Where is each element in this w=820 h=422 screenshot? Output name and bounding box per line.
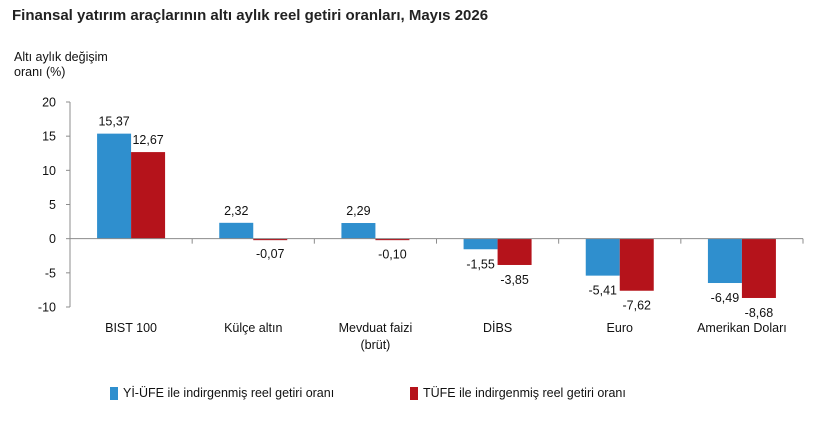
y-tick-label: 0 [49,232,56,246]
legend-item-yi-ufe: Yİ-ÜFE ile indirgenmiş reel getiri oranı [110,386,334,400]
legend-label-tufe: TÜFE ile indirgenmiş reel getiri oranı [423,386,626,400]
bar-tufe [253,238,288,241]
y-tick-label: 15 [42,130,56,144]
x-tick-label: Mevduat faizi [339,321,413,335]
data-label: -8,68 [745,306,774,320]
data-label: 12,67 [132,133,163,147]
x-tick-label: Euro [607,321,633,335]
x-tick-label: Amerikan Doları [697,321,787,335]
x-tick-label: DİBS [483,321,512,335]
chart-title: Finansal yatırım araçlarının altı aylık … [12,7,489,24]
bar-tufe [131,152,166,239]
bar-yi-ufe [219,222,254,239]
y-axis-label-line-1: Altı aylık değişim [14,50,108,64]
bar-tufe [497,238,532,265]
y-tick-label: -10 [38,301,56,315]
data-label: -0,07 [256,247,285,261]
y-tick-label: -5 [45,266,56,280]
y-tick-label: 10 [42,164,56,178]
data-label: 15,37 [98,115,129,129]
y-axis-label: Altı aylık değişim oranı (%) [14,50,134,80]
y-tick-label: 20 [42,96,56,110]
legend-label-yi-ufe: Yİ-ÜFE ile indirgenmiş reel getiri oranı [123,386,335,400]
data-label: -0,10 [378,247,407,261]
bar-tufe [741,238,776,298]
bar-tufe [375,238,410,241]
bar-yi-ufe [463,238,498,250]
legend-swatch-tufe [410,386,418,400]
data-label: -3,85 [500,273,529,287]
y-tick-label: 5 [49,198,56,212]
data-label: 2,29 [346,204,370,218]
data-label: -7,62 [623,299,652,313]
x-tick-label: Külçe altın [224,321,282,335]
x-tick-label: (brüt) [360,338,390,352]
bar-yi-ufe [707,238,742,284]
legend-item-tufe: TÜFE ile indirgenmiş reel getiri oranı [410,386,626,400]
bar-tufe [619,238,654,291]
x-tick-label: BIST 100 [105,321,157,335]
bar-yi-ufe [585,238,620,276]
bar-yi-ufe [97,133,132,239]
y-axis-label-line-2: oranı (%) [14,65,66,79]
data-label: -1,55 [466,257,495,271]
data-label: -6,49 [711,291,740,305]
data-label: 2,32 [224,204,248,218]
data-label: -5,41 [589,284,618,298]
legend-swatch-yi-ufe [110,386,118,400]
bar-yi-ufe [341,223,376,239]
